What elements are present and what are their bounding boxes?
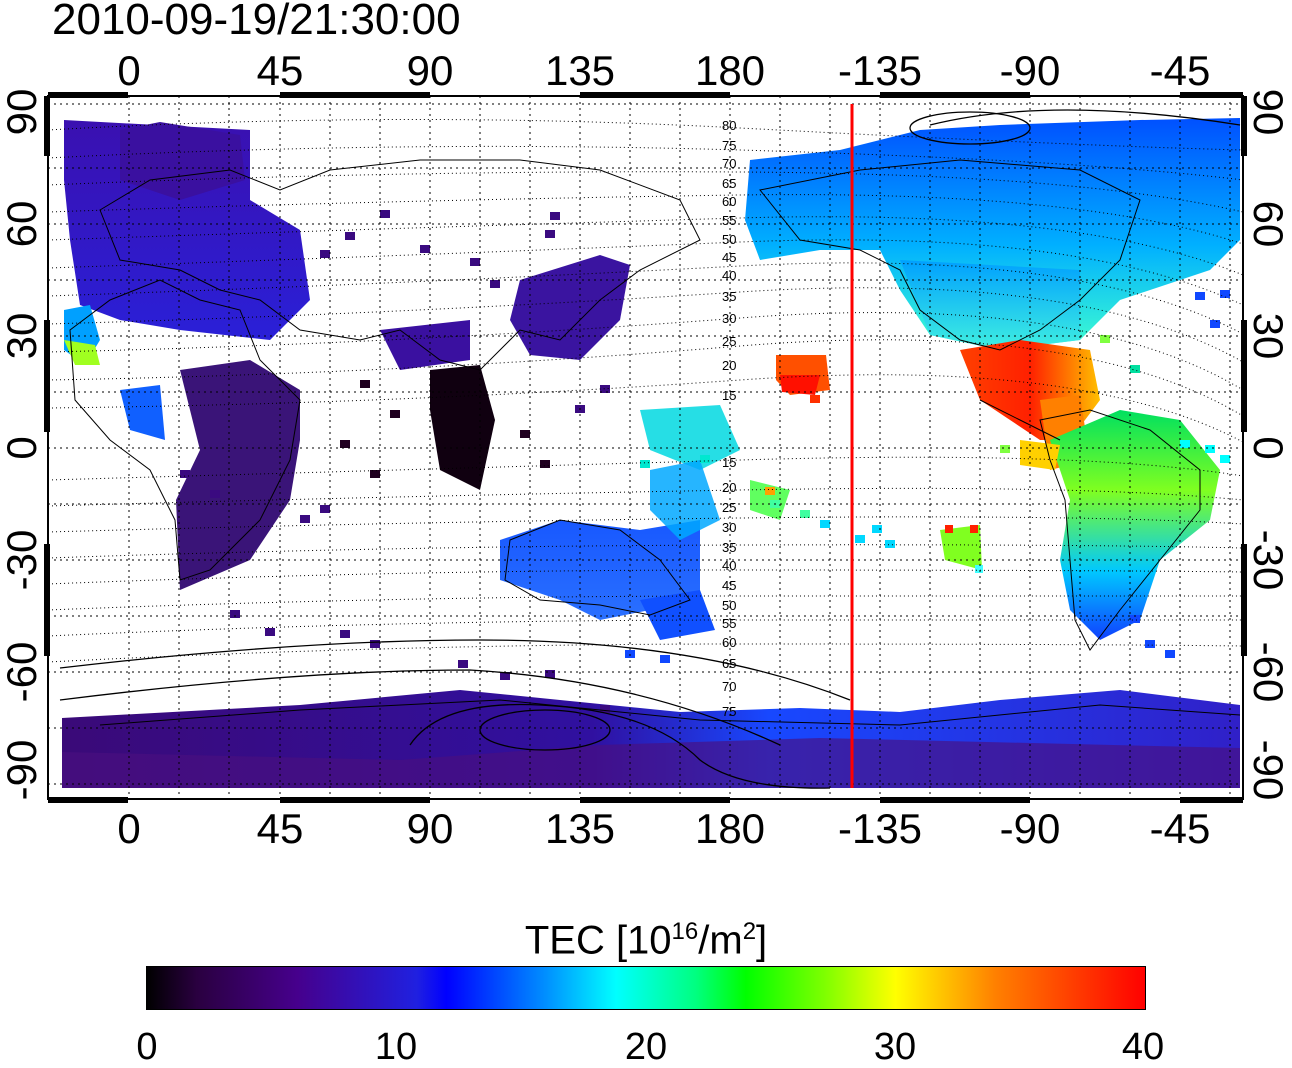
contour-label: 50 xyxy=(722,232,736,247)
top-tick: 135 xyxy=(544,47,616,94)
contour-label: 45 xyxy=(722,250,736,265)
magnetic-pole-contours xyxy=(59,109,1241,789)
colorbar-tick: 10 xyxy=(374,1026,418,1068)
tec-data-layer xyxy=(62,118,1240,788)
top-tick: 45 xyxy=(256,47,304,94)
bottom-tick: -135 xyxy=(837,805,923,852)
colorbar-title: TEC [1016/m2] xyxy=(524,918,768,963)
contour-label: 65 xyxy=(722,656,736,671)
contour-label: 70 xyxy=(722,156,736,171)
bottom-tick: 90 xyxy=(406,805,454,852)
bottom-tick: 135 xyxy=(544,805,616,852)
contour-label: 20 xyxy=(722,358,736,373)
contour-label: 25 xyxy=(722,334,736,349)
contour-label: 40 xyxy=(722,268,736,283)
contour-label: 75 xyxy=(722,138,736,153)
tec-scatter-cells xyxy=(180,210,1230,713)
contour-label: 35 xyxy=(722,289,736,304)
top-tick: 180 xyxy=(694,47,766,94)
top-tick: -135 xyxy=(837,47,923,94)
bottom-tick: 45 xyxy=(256,805,304,852)
contour-label: 80 xyxy=(722,118,736,133)
contour-label: 65 xyxy=(722,176,736,191)
graticule xyxy=(48,96,1243,799)
contour-label: 55 xyxy=(722,213,736,228)
contour-label: 15 xyxy=(722,388,736,403)
top-tick: -45 xyxy=(1149,47,1211,94)
bottom-tick: 180 xyxy=(694,805,766,852)
map-title: 2010-09-19/21:30:00 xyxy=(52,0,461,44)
colorbar xyxy=(146,966,1146,1010)
bottom-tick: -90 xyxy=(999,805,1061,852)
top-tick: -90 xyxy=(999,47,1061,94)
contour-label: 75 xyxy=(722,704,736,719)
contour-label: 35 xyxy=(722,540,736,555)
contour-label: 45 xyxy=(722,578,736,593)
contour-label: 60 xyxy=(722,194,736,209)
contour-label: 60 xyxy=(722,635,736,650)
tec-map: 80 75 70 65 60 55 50 45 40 35 30 25 20 1… xyxy=(44,92,1247,803)
colorbar-tick: 20 xyxy=(624,1026,668,1068)
colorbar-tick: 40 xyxy=(1121,1026,1165,1068)
contour-label: 20 xyxy=(722,480,736,495)
contour-label: 30 xyxy=(722,520,736,535)
contour-label: 25 xyxy=(722,500,736,515)
bottom-tick: -45 xyxy=(1149,805,1211,852)
contour-label: 70 xyxy=(722,679,736,694)
coastlines xyxy=(69,159,1241,726)
bottom-tick: 0 xyxy=(117,805,141,852)
colorbar-tick: 0 xyxy=(136,1026,158,1068)
colorbar-tick: 30 xyxy=(873,1026,917,1068)
contour-labels: 80 75 70 65 60 55 50 45 40 35 30 25 20 1… xyxy=(722,118,736,719)
top-tick: 90 xyxy=(406,47,454,94)
contour-label: 55 xyxy=(722,616,736,631)
contour-label: 50 xyxy=(722,598,736,613)
contour-label: 15 xyxy=(722,455,736,470)
contour-label: 30 xyxy=(722,311,736,326)
contour-label: 40 xyxy=(722,558,736,573)
top-tick: 0 xyxy=(117,47,141,94)
magnetic-contours xyxy=(47,118,1244,663)
frame-border-bars xyxy=(44,92,1247,803)
